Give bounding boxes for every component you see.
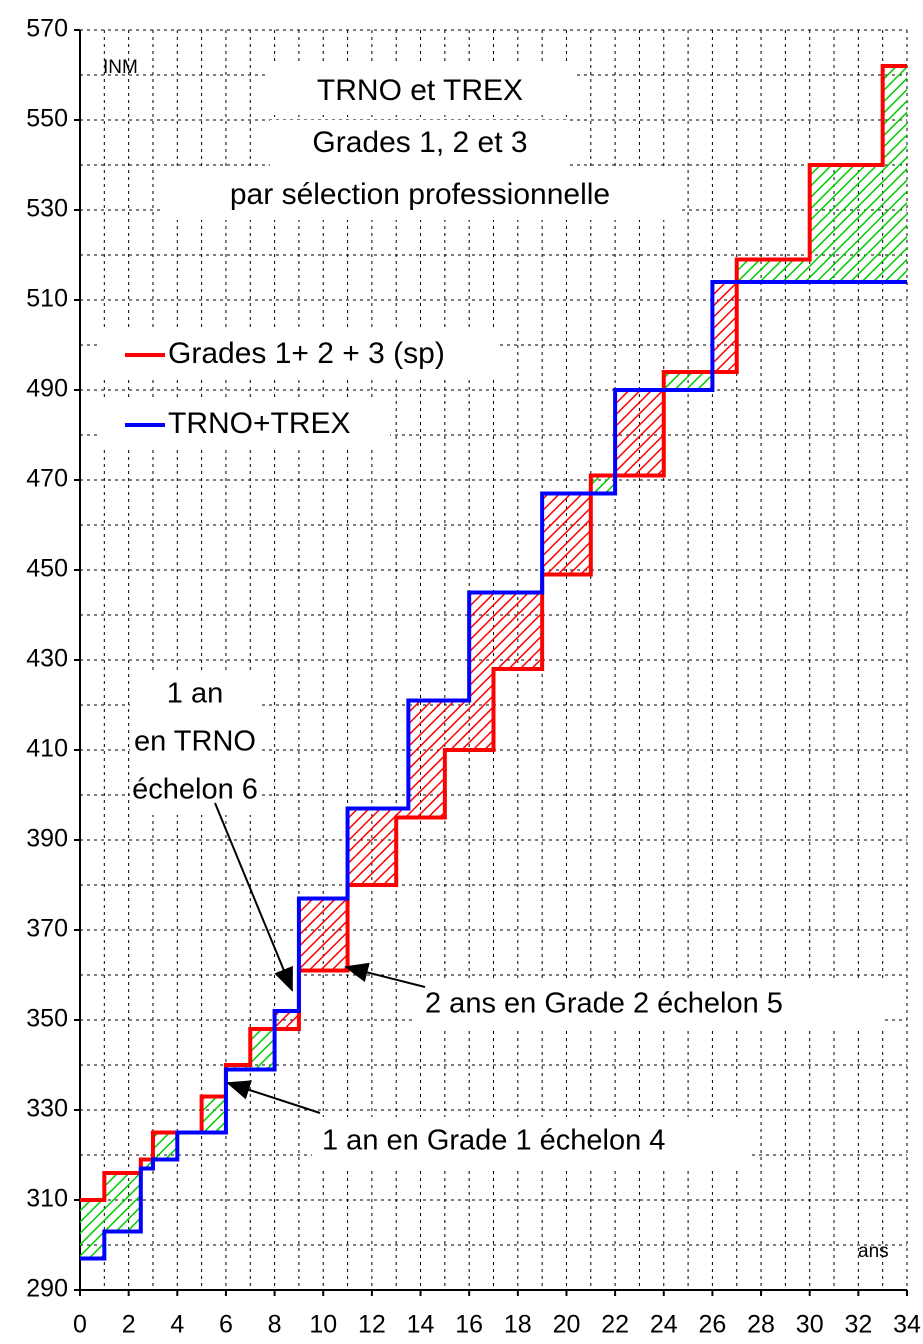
decorations [100,65,885,1167]
annotation-bg [312,1117,752,1167]
y-tick-label: 470 [26,465,68,493]
x-tick-label: 16 [455,1311,483,1339]
annotation: 1 an [167,678,223,710]
x-tick-label: 26 [699,1311,727,1339]
x-tick-label: 0 [73,1311,87,1339]
title-bg [265,65,575,115]
y-tick-label: 390 [26,825,68,853]
annotation-bg [130,670,260,815]
y-tick-label: 530 [26,195,68,223]
difference-hatch [274,1011,299,1029]
texts: 2903103303503703904104304504704905105305… [26,15,921,1339]
y-tick-label: 510 [26,285,68,313]
x-tick-label: 2 [122,1311,136,1339]
y-tick-label: 290 [26,1275,68,1303]
annotation: échelon 6 [132,774,258,806]
legend-label: Grades 1+ 2 + 3 (sp) [168,337,445,370]
x-tick-label: 32 [844,1311,872,1339]
x-tick-label: 4 [170,1311,184,1339]
y-tick-label: 450 [26,555,68,583]
annotation: 1 an en Grade 1 échelon 4 [322,1125,665,1157]
x-tick-label: 6 [219,1311,233,1339]
annotation-bg [415,980,885,1030]
x-tick-label: 12 [358,1311,386,1339]
difference-hatch [493,592,543,669]
x-tick-label: 8 [268,1311,282,1339]
x-tick-label: 24 [650,1311,678,1339]
legend-bg [100,330,500,380]
x-tick-label: 18 [504,1311,532,1339]
x-tick-label: 20 [553,1311,581,1339]
difference-hatch [590,475,616,494]
difference-hatch [542,493,591,575]
x-tick-label: 10 [309,1311,337,1339]
annotation-arrow [344,962,426,988]
y-tick-label: 490 [26,375,68,403]
difference-hatch [347,808,397,885]
chart-title: Grades 1, 2 et 3 [312,126,527,159]
difference-hatch [469,592,494,750]
x-tick-label: 28 [747,1311,775,1339]
title-bg [270,120,570,170]
difference-hatch [250,1029,275,1070]
x-tick-label: 22 [601,1311,629,1339]
y-tick-label: 370 [26,915,68,943]
chart-title: TRNO et TREX [317,74,523,107]
x-tick-label: 14 [407,1311,435,1339]
difference-hatch [152,1132,178,1160]
difference-hatch [140,1159,153,1169]
y-tick-label: 350 [26,1005,68,1033]
x-tick-label: 30 [796,1311,824,1339]
title-bg [160,170,680,220]
difference-hatch [225,1065,251,1070]
y-tick-label: 310 [26,1185,68,1213]
step-line [80,280,907,1261]
y-tick-label: 410 [26,735,68,763]
annotation-arrow [214,802,293,992]
y-axis-label: INM [103,57,138,78]
difference-hatch [396,808,409,818]
y-tick-label: 570 [26,15,68,43]
chart-title: par sélection professionnelle [230,178,610,211]
y-tick-label: 430 [26,645,68,673]
difference-hatch [201,1096,226,1133]
difference-hatch [408,700,445,818]
annotation: 2 ans en Grade 2 échelon 5 [425,988,783,1020]
difference-hatch [882,66,907,282]
difference-hatch [736,259,810,282]
difference-hatch [615,390,664,476]
difference-hatch [298,898,348,971]
difference-hatch [80,1200,105,1259]
grid [74,29,908,1296]
difference-hatch [712,282,737,372]
difference-hatch [444,700,470,750]
step-line [80,64,907,1202]
hatch-layer [80,66,907,1259]
difference-hatch [663,372,713,390]
x-axis-label: ans [858,1241,889,1262]
y-tick-label: 330 [26,1095,68,1123]
lines-layer [80,64,907,1261]
difference-hatch [809,165,883,282]
y-tick-label: 550 [26,105,68,133]
legend-label: TRNO+TREX [168,407,351,440]
difference-hatch [104,1173,141,1232]
annotation-arrow [226,1080,321,1114]
x-tick-label: 34 [893,1311,921,1339]
annotation: en TRNO [134,726,256,758]
